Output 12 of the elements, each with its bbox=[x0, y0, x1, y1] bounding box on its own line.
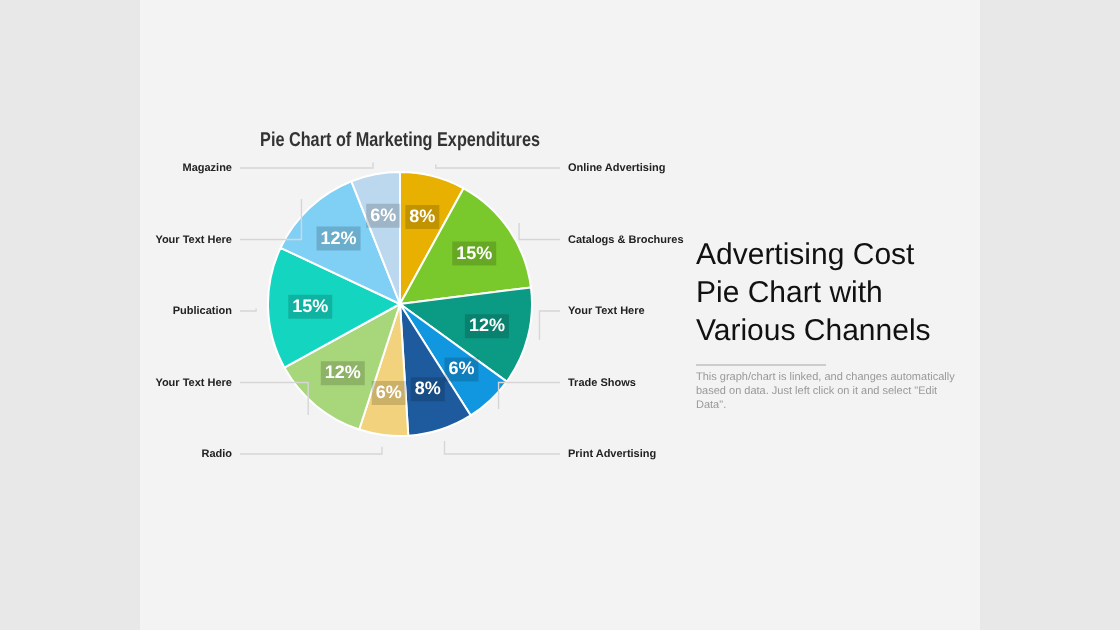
data-label: 8% bbox=[414, 378, 441, 399]
text: Advertising Cost Pie Chart with Various Channels bbox=[696, 236, 933, 350]
data-label: 6% bbox=[375, 382, 402, 403]
data-label: 15% bbox=[292, 295, 329, 316]
data-label: 6% bbox=[448, 358, 475, 379]
data-label: 6% bbox=[370, 204, 397, 225]
data-label: 8% bbox=[409, 206, 436, 227]
data-label: 12% bbox=[468, 315, 505, 336]
chart-title: Pie Chart of Marketing Expenditures bbox=[260, 127, 540, 150]
data-label: 12% bbox=[324, 362, 361, 383]
data-label: 12% bbox=[320, 227, 357, 248]
data-label: 15% bbox=[456, 242, 493, 263]
